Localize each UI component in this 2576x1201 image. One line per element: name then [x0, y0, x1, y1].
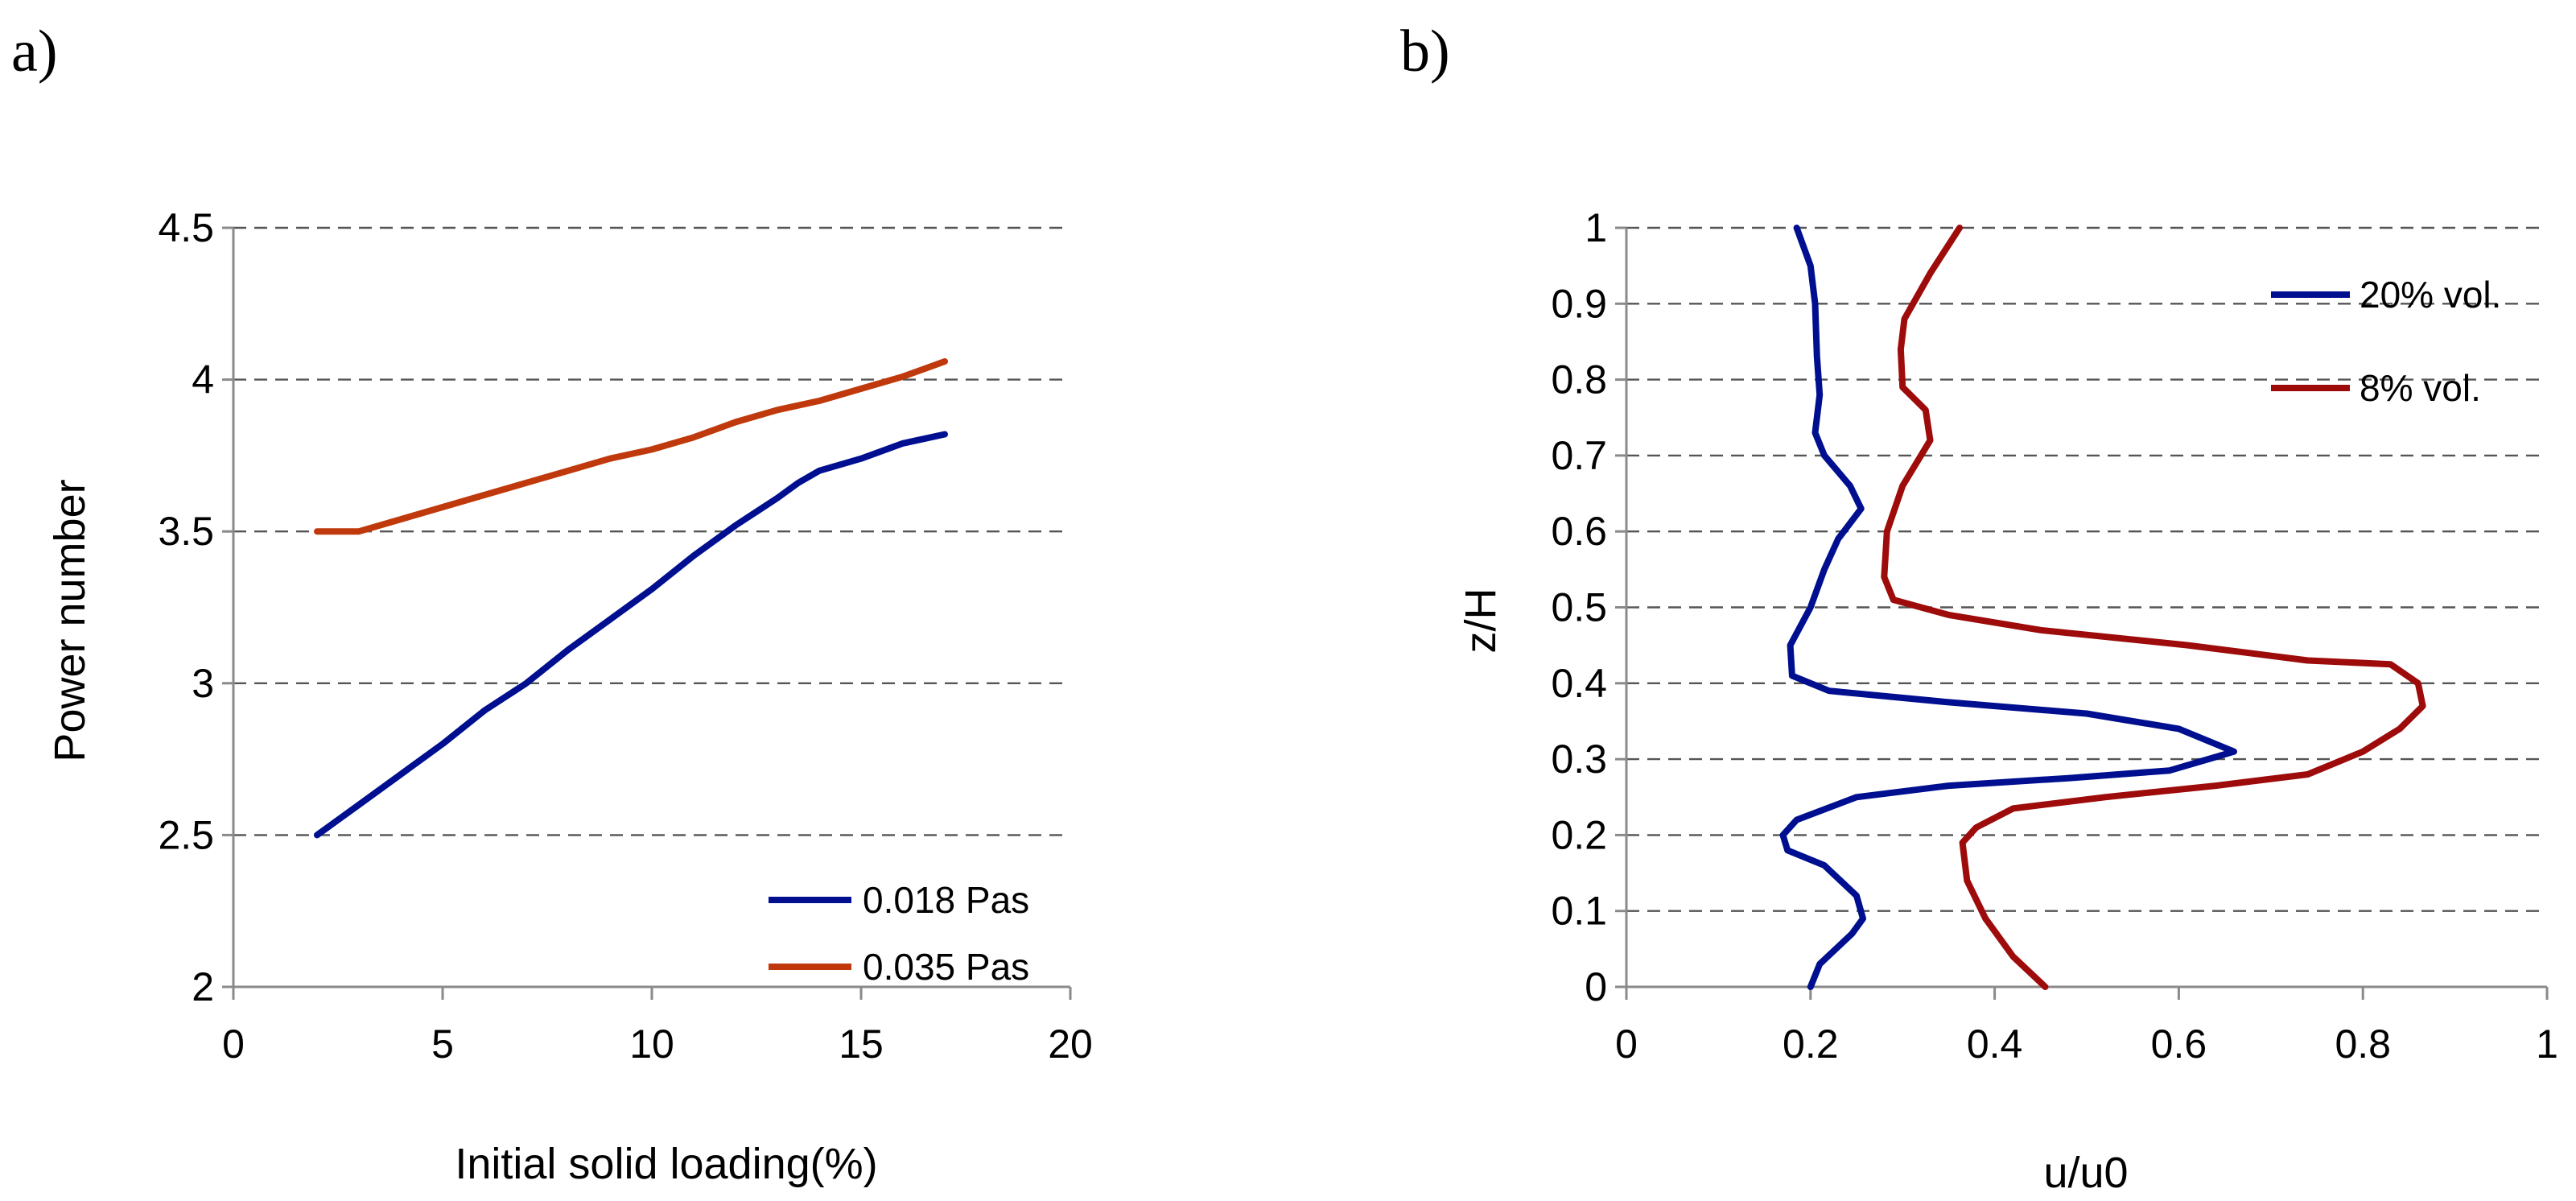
panel-label-b: b) — [1400, 19, 1450, 85]
chart-a-y-axis-title: Power number — [46, 479, 94, 761]
x-tick-label-b-1: 0.2 — [1783, 1021, 1839, 1067]
chart-b-y-axis-title: z/H — [1457, 588, 1505, 654]
chart-a-x-tick-labels: 0 5 10 15 20 — [222, 1021, 1093, 1067]
chart-b-y-tick-labels: 0 0.1 0.2 0.3 0.4 0.5 0.6 0.7 0.8 0.9 1 — [1551, 205, 1607, 1009]
x-tick-label-b-3: 0.6 — [2151, 1021, 2207, 1067]
x-tick-label-a-1: 5 — [431, 1021, 454, 1067]
series-line-a-1 — [314, 358, 948, 535]
panel-label-a: a) — [11, 19, 58, 85]
y-tick-label-b-4: 0.4 — [1551, 661, 1607, 706]
x-tick-label-a-3: 15 — [839, 1021, 884, 1067]
chart-a: a) 2 2.5 3 3.5 4 4.5 0 5 10 15 20 Initial solid l… — [11, 19, 1093, 1188]
y-tick-label-a-5: 4.5 — [158, 205, 214, 250]
x-tick-label-a-2: 10 — [629, 1021, 674, 1067]
x-tick-label-a-0: 0 — [222, 1021, 245, 1067]
chart-a-gridlines — [233, 226, 1070, 836]
x-tick-label-a-4: 20 — [1048, 1021, 1093, 1067]
y-tick-label-b-9: 0.9 — [1551, 281, 1607, 326]
series-line-b-0 — [1779, 225, 2237, 990]
y-tick-label-b-7: 0.7 — [1551, 433, 1607, 478]
chart-b-series — [1779, 225, 2426, 990]
legend-label-0035-pas: 0.035 Pas — [863, 946, 1029, 988]
chart-b-x-axis-title: u/u0 — [2043, 1149, 2128, 1197]
y-tick-label-b-5: 0.5 — [1551, 585, 1607, 630]
series-line-a-0 — [314, 431, 948, 839]
chart-a-legend: 0.018 Pas 0.035 Pas — [769, 879, 1029, 988]
y-tick-label-a-1: 2.5 — [158, 812, 214, 857]
legend-label-20-vol: 20% vol. — [2360, 274, 2501, 316]
chart-a-series — [314, 358, 948, 839]
chart-b-axes — [1615, 226, 2549, 1000]
chart-b: b) 0 0.1 0.2 0.3 0.4 0.5 0.6 0.7 0.8 0.9 1 0 0.2 0.4… — [1400, 19, 2558, 1197]
series-line-b-1 — [1881, 225, 2426, 990]
chart-a-y-tick-labels: 2 2.5 3 3.5 4 4.5 — [158, 205, 214, 1009]
y-tick-label-b-10: 1 — [1585, 205, 1607, 250]
y-tick-label-b-2: 0.2 — [1551, 812, 1607, 857]
y-tick-label-a-2: 3 — [192, 661, 214, 706]
y-tick-label-b-8: 0.8 — [1551, 357, 1607, 402]
legend-label-8-vol: 8% vol. — [2360, 367, 2481, 409]
chart-a-x-axis-title: Initial solid loading(%) — [455, 1140, 877, 1188]
y-tick-label-b-6: 0.6 — [1551, 509, 1607, 554]
x-tick-label-b-5: 1 — [2536, 1021, 2558, 1067]
y-tick-label-a-4: 4 — [192, 357, 214, 402]
y-tick-label-b-1: 0.1 — [1551, 889, 1607, 934]
chart-a-axes — [222, 226, 1072, 1000]
y-tick-label-b-0: 0 — [1585, 964, 1607, 1009]
y-tick-label-b-3: 0.3 — [1551, 737, 1607, 782]
x-tick-label-b-2: 0.4 — [1967, 1021, 2023, 1067]
x-tick-label-b-4: 0.8 — [2335, 1021, 2391, 1067]
legend-label-0018-pas: 0.018 Pas — [863, 879, 1029, 921]
chart-b-legend: 20% vol. 8% vol. — [2271, 274, 2501, 409]
y-tick-label-a-3: 3.5 — [158, 509, 214, 554]
x-tick-label-b-0: 0 — [1615, 1021, 1638, 1067]
y-tick-label-a-0: 2 — [192, 964, 214, 1009]
chart-b-gridlines — [1626, 226, 2547, 912]
chart-b-x-tick-labels: 0 0.2 0.4 0.6 0.8 1 — [1615, 1021, 2558, 1067]
